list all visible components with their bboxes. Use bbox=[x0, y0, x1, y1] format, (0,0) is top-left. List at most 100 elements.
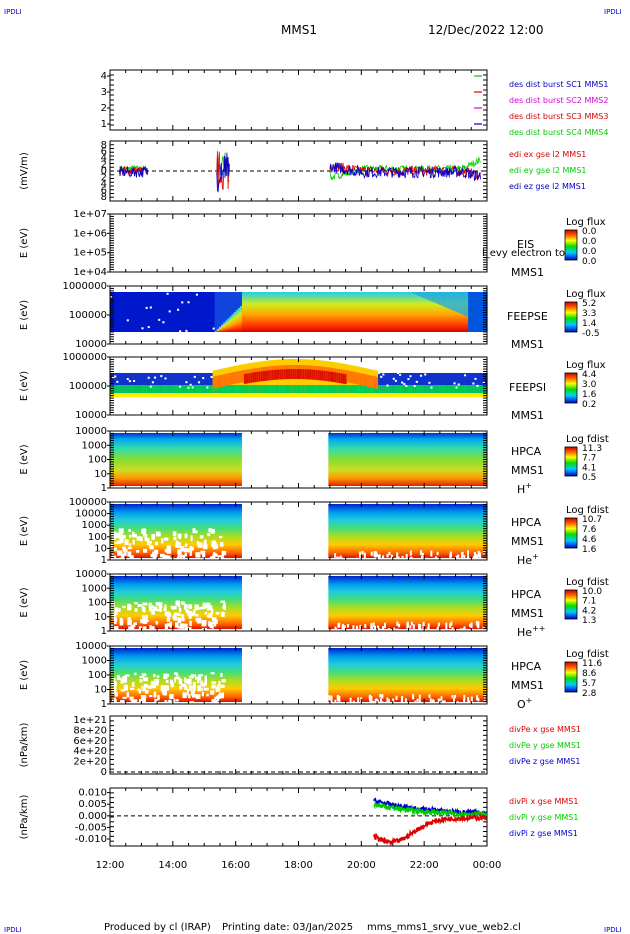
y-tick-label: 1000 bbox=[82, 656, 107, 667]
colorbar bbox=[564, 661, 578, 693]
species-label: He++ bbox=[517, 624, 545, 639]
instrument-overlay-text: l_evy electron to bbox=[482, 248, 565, 259]
series-line bbox=[329, 162, 482, 182]
legend-entry: divPi z gse MMS1 bbox=[509, 829, 578, 838]
y-tick-label: 8 bbox=[101, 192, 107, 203]
spacecraft-label: MMS1 bbox=[511, 464, 544, 477]
instrument-label: EIS bbox=[517, 238, 534, 251]
y-tick-label: 100 bbox=[88, 532, 107, 543]
colorbar-title: Log flux bbox=[566, 360, 606, 371]
y-tick-label: 1e+07 bbox=[73, 209, 107, 220]
colorbar-tick-label: 4.1 bbox=[582, 463, 596, 473]
footer-corner-tag-left: IPDLI bbox=[4, 926, 22, 934]
y-tick-label: 0.010 bbox=[78, 788, 107, 799]
colorbar bbox=[564, 229, 578, 261]
spectrogram-right bbox=[328, 648, 487, 702]
series-line bbox=[119, 165, 149, 178]
y-tick-label: 6e+20 bbox=[73, 736, 107, 747]
colorbar-tick-label: 5.2 bbox=[582, 299, 596, 309]
legend-entry: des dist burst SC1 MMS1 bbox=[509, 80, 608, 89]
y-tick-label: 1e+04 bbox=[73, 267, 107, 278]
y-tick-label: 1 bbox=[101, 555, 107, 566]
y-tick-label: 1000 bbox=[82, 520, 107, 531]
y-axis-title: E (eV) bbox=[19, 660, 30, 690]
y-tick-label: 4e+20 bbox=[73, 746, 107, 757]
legend-entry: des dist burst SC4 MMS4 bbox=[509, 128, 608, 137]
legend-entry: edi ey gse l2 MMS1 bbox=[509, 166, 587, 175]
footer-filename: mms_mms1_srvy_vue_web2.cl bbox=[367, 922, 521, 933]
y-axis-title: E (eV) bbox=[19, 444, 30, 474]
header-corner-tag-left: IPDLI bbox=[4, 8, 22, 16]
y-axis-title: E (eV) bbox=[19, 228, 30, 258]
legend-entry: divPe x gse MMS1 bbox=[509, 725, 581, 734]
y-tick-label: 3 bbox=[101, 87, 107, 98]
y-axis-title: (nPa/km) bbox=[19, 795, 30, 840]
colorbar-tick-label: 2.8 bbox=[582, 689, 597, 699]
instrument-label: FEEPSI bbox=[509, 381, 546, 394]
spacecraft-label: MMS1 bbox=[511, 607, 544, 620]
colorbar-title: Log flux bbox=[566, 217, 606, 228]
colorbar-tick-label: 0.0 bbox=[582, 257, 597, 267]
colorbar-tick-label: 0.0 bbox=[582, 237, 597, 247]
species-label: O+ bbox=[517, 696, 532, 711]
species-label: H+ bbox=[517, 481, 532, 496]
y-tick-label: 10 bbox=[94, 685, 107, 696]
legend-entry: edi ez gse l2 MMS1 bbox=[509, 182, 586, 191]
y-tick-label: 0 bbox=[101, 767, 107, 778]
y-tick-label: 10000 bbox=[75, 509, 107, 520]
spacecraft-label: MMS1 bbox=[511, 409, 544, 422]
y-tick-label: 8 bbox=[101, 140, 107, 151]
panel-feepsi: 1000000 100000 10000 E (eV) FEEPSI MMS1 Log fl… bbox=[19, 352, 606, 422]
spectrogram-right bbox=[328, 433, 487, 486]
colorbar-tick-label: 8.6 bbox=[582, 669, 597, 679]
y-tick-label: 10 bbox=[94, 612, 107, 623]
y-tick-label: 10000 bbox=[75, 410, 107, 421]
y-tick-label: 10 bbox=[94, 469, 107, 480]
y-tick-label: 0.000 bbox=[78, 811, 107, 822]
panel-hpca-7: 10000 1000 100 10 1 E (eV) HPCA MMS1 He++ Log fdi… bbox=[19, 569, 609, 639]
y-tick-label: 2 bbox=[101, 103, 107, 114]
colorbar-tick-label: 0.5 bbox=[582, 473, 596, 483]
y-tick-label: 6 bbox=[101, 147, 107, 158]
colorbar-tick-label: 1.3 bbox=[582, 616, 596, 626]
x-tick-label: 20:00 bbox=[347, 860, 376, 871]
y-tick-label: 1 bbox=[101, 699, 107, 710]
x-tick-label: 22:00 bbox=[410, 860, 439, 871]
colorbar-title: Log fdist bbox=[566, 577, 609, 588]
y-tick-label: -0.005 bbox=[75, 822, 107, 833]
y-tick-label: 2 bbox=[101, 173, 107, 184]
x-tick-label: 00:00 bbox=[473, 860, 502, 871]
y-tick-label: 10000 bbox=[75, 426, 107, 437]
colorbar-tick-label: 1.4 bbox=[582, 319, 597, 329]
instrument-label: HPCA bbox=[511, 588, 542, 601]
footer-produced-by: Produced by cl (IRAP) bbox=[104, 922, 211, 933]
colorbar-tick-label: 11.6 bbox=[582, 659, 602, 669]
spacecraft-label: MMS1 bbox=[511, 266, 544, 279]
y-tick-label: 10 bbox=[94, 543, 107, 554]
spectrogram-left bbox=[110, 433, 242, 486]
series-line bbox=[373, 799, 488, 820]
colorbar-title: Log fdist bbox=[566, 505, 609, 516]
colorbar bbox=[564, 589, 578, 620]
spacecraft-label: MMS1 bbox=[511, 679, 544, 692]
y-tick-label: 100 bbox=[88, 670, 107, 681]
colorbar-tick-label: 1.6 bbox=[582, 390, 597, 400]
colorbar-tick-label: 1.6 bbox=[582, 545, 597, 555]
colorbar-tick-label: 0.2 bbox=[582, 400, 596, 410]
colorbar-title: Log fdist bbox=[566, 434, 609, 445]
spectrogram-left bbox=[110, 504, 242, 558]
colorbar-tick-label: 7.7 bbox=[582, 454, 596, 464]
colorbar-tick-label: 0.0 bbox=[582, 247, 597, 257]
panel-hpca-5: 10000 1000 100 10 1 E (eV) HPCA MMS1 H+ Log fdist… bbox=[19, 426, 609, 496]
colorbar-title: Log fdist bbox=[566, 649, 609, 660]
series-line bbox=[329, 162, 482, 181]
y-tick-label: 1e+21 bbox=[73, 715, 107, 726]
panel-des-dist-burst: 4 3 2 1 des dist burst SC1 MMS1 des dist burs… bbox=[101, 69, 608, 137]
instrument-label: FEEPSE bbox=[507, 310, 548, 323]
x-tick-label: 16:00 bbox=[221, 860, 250, 871]
panel-hpca-8: 10000 1000 100 10 1 E (eV) HPCA MMS1 O+ Log fdist… bbox=[19, 641, 609, 711]
legend-entry: des dist burst SC3 MMS3 bbox=[509, 112, 608, 121]
